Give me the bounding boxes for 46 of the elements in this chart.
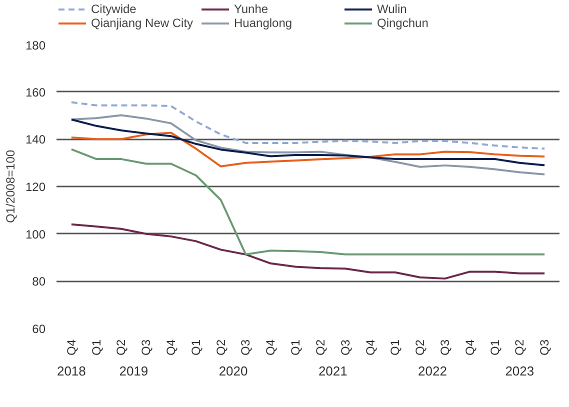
y-tick-label: 80 [32,274,46,289]
y-tick-label: 180 [25,38,46,52]
x-tick-label: Q2 [413,339,428,356]
x-tick-label: Q1 [188,339,203,356]
legend-label: Yunhe [234,2,270,16]
x-tick-label: Q3 [438,339,452,356]
legend-label: Qingchun [377,16,430,30]
text: 2022 [418,364,447,378]
text: 2018 [56,364,86,378]
x-tick-label: Q4 [462,339,477,356]
x-tick-label: Q1 [488,339,502,356]
line-series [70,132,546,168]
x-tick-label: Q2 [114,339,128,356]
x-tick-label: Q1 [89,339,104,356]
y-tick-label: 160 [25,85,46,100]
x-tick-label: Q1 [388,339,402,356]
x-tick-label: Q3 [538,339,552,356]
legend-label: Wulin [377,2,408,16]
legend-label: Citywide [91,2,138,16]
y-axis-title: Q1/2008=100 [3,150,18,224]
line-series [70,118,546,166]
line-series [70,223,546,280]
x-tick-label: Q3 [338,339,352,356]
line-series [70,101,546,150]
x-tick-label: Q1 [288,339,303,356]
text: 2021 [318,364,348,378]
x-tick-label: Q4 [363,339,378,356]
x-tick-label: Q4 [64,339,78,356]
text: 2019 [119,364,148,378]
y-tick-label: 60 [32,322,46,336]
x-tick-label: Q2 [512,339,527,356]
text: 2023 [505,364,534,378]
x-tick-label: Q3 [139,339,154,356]
y-tick-label: 120 [25,180,46,194]
x-tick-label: Q4 [164,339,178,356]
y-tick-label: 140 [25,132,46,147]
legend-label: Qianjiang New City [91,16,194,30]
x-tick-label: Q2 [313,339,328,356]
text: 2020 [218,364,248,378]
x-tick-label: Q4 [264,339,278,356]
y-tick-label: 100 [25,227,46,242]
x-tick-label: Q2 [214,339,228,356]
legend-label: Huanglong [234,16,294,30]
line-series [70,114,546,176]
x-tick-label: Q3 [238,339,253,356]
line-series [70,148,546,256]
